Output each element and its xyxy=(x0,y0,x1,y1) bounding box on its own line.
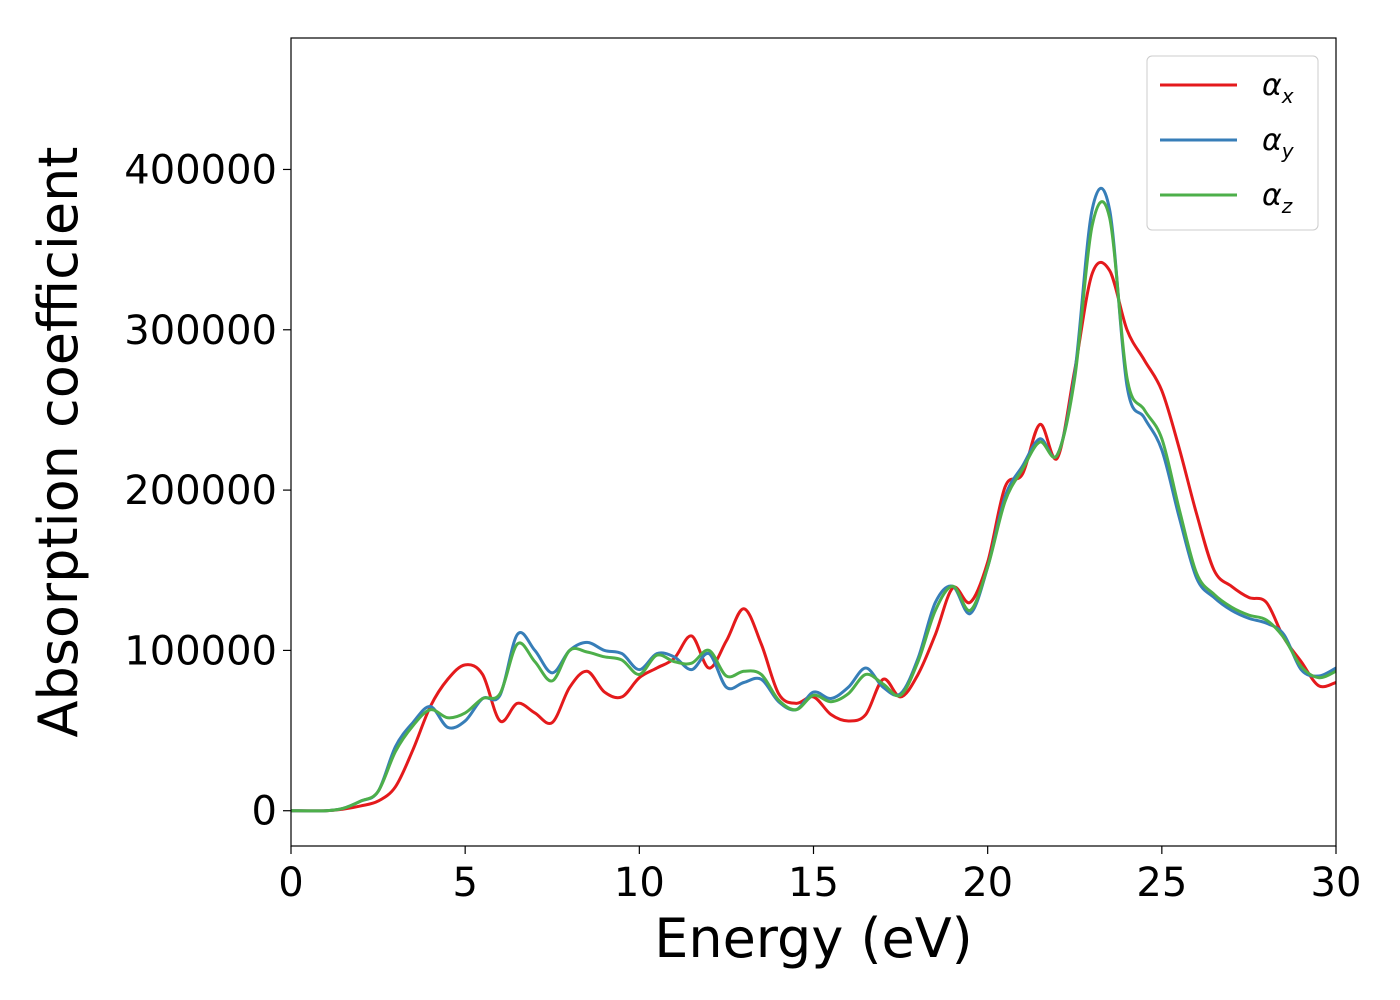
legend: αx αy αz xyxy=(1146,55,1319,231)
legend-subscript-alpha-x: x xyxy=(1281,84,1294,108)
y-tick-label: 400000 xyxy=(124,147,277,193)
series-layer xyxy=(290,186,1337,813)
series-line-alpha-x xyxy=(290,260,1337,813)
legend-box xyxy=(1146,55,1319,231)
legend-symbol-alpha-y: α xyxy=(1262,123,1282,158)
x-tick-label: 10 xyxy=(614,860,665,906)
legend-label-alpha-z: αz xyxy=(1262,178,1293,218)
legend-label-alpha-x: αx xyxy=(1262,68,1294,108)
y-tick-label: 100000 xyxy=(124,628,277,674)
legend-symbol-alpha-x: α xyxy=(1262,68,1282,103)
x-tick-label: 15 xyxy=(788,860,839,906)
x-tick-label: 30 xyxy=(1311,860,1362,906)
x-axis-label: Energy (eV) xyxy=(654,907,973,970)
y-axis-ticks: 0 100000 200000 300000 400000 xyxy=(124,147,291,835)
series-line-alpha-z xyxy=(290,200,1337,813)
x-axis-ticks: 0 5 10 15 20 25 30 xyxy=(278,846,1361,906)
legend-subscript-alpha-z: z xyxy=(1281,194,1293,218)
x-tick-label: 5 xyxy=(452,860,477,906)
x-tick-label: 25 xyxy=(1136,860,1187,906)
y-tick-label: 300000 xyxy=(124,308,277,354)
y-tick-label: 200000 xyxy=(124,468,277,514)
x-tick-label: 20 xyxy=(962,860,1013,906)
legend-symbol-alpha-z: α xyxy=(1262,178,1282,213)
x-tick-label: 0 xyxy=(278,860,303,906)
y-axis-label: Absorption coefficient xyxy=(27,147,90,738)
y-tick-label: 0 xyxy=(252,789,277,835)
legend-subscript-alpha-y: y xyxy=(1281,139,1295,163)
legend-label-alpha-y: αy xyxy=(1262,123,1295,163)
